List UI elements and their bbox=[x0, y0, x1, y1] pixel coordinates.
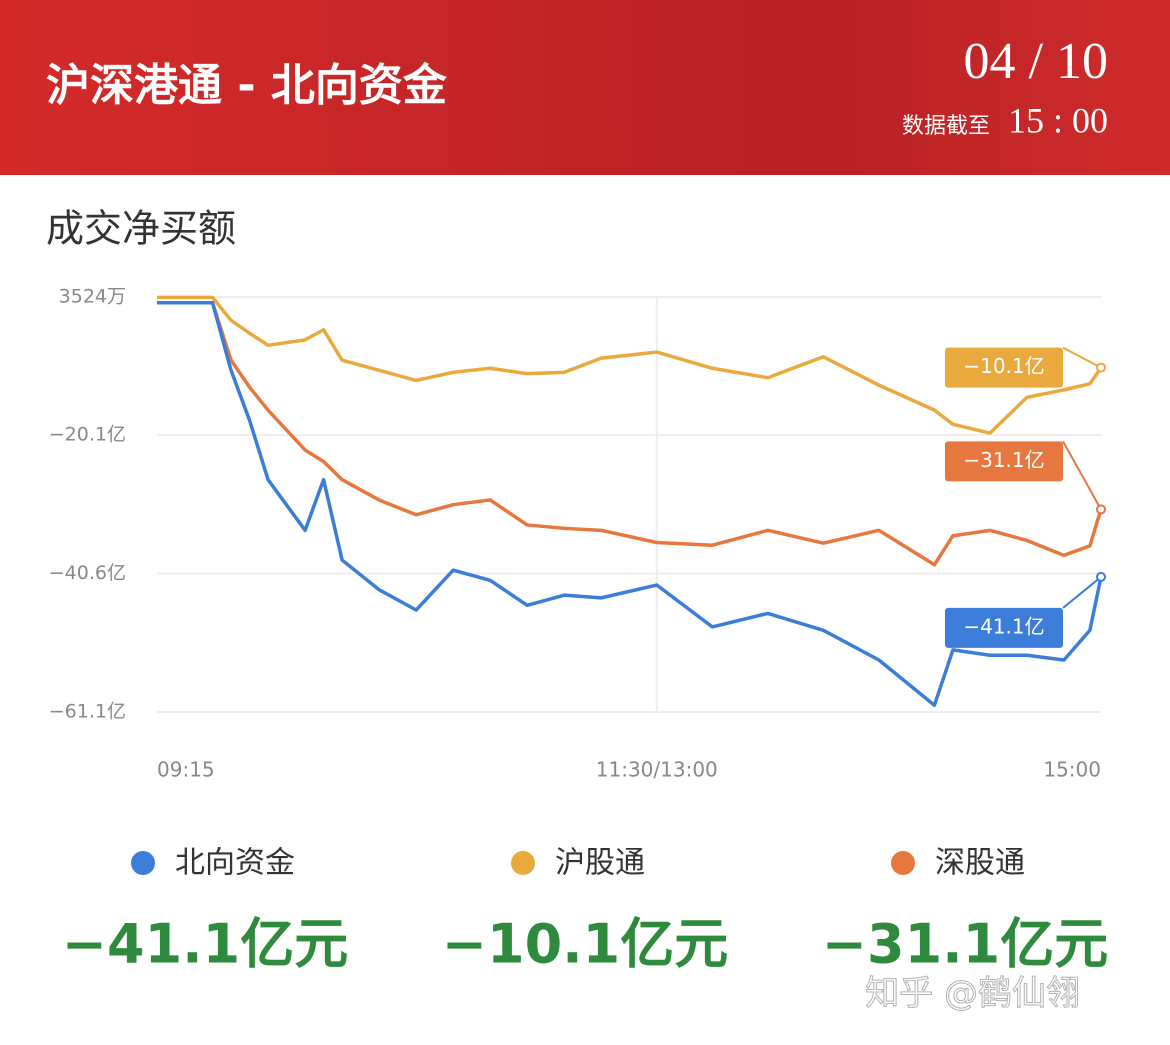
y-tick-label: −61.1亿 bbox=[49, 701, 126, 723]
summary-amount: −41.1亿元 bbox=[62, 913, 348, 976]
header-title: 沪深港通 - 北向资金 bbox=[46, 60, 448, 111]
end-point bbox=[1096, 504, 1106, 515]
legend-dot bbox=[511, 851, 535, 875]
legend-label: 北向资金 bbox=[175, 846, 295, 881]
x-tick-label: 09:15 bbox=[157, 758, 215, 782]
label-leader bbox=[1062, 440, 1102, 510]
series-line bbox=[157, 301, 1103, 707]
header-date: 04 / 10 bbox=[964, 33, 1108, 90]
value-label: −31.1亿 bbox=[963, 448, 1044, 472]
as-of-label: 数据截至 bbox=[902, 114, 990, 139]
plot: 3524万 −20.1亿 −40.6亿 −61.1亿 09:15 11:30/13:00 1… bbox=[49, 286, 1106, 782]
legend-dot bbox=[891, 851, 915, 875]
legend-dot bbox=[131, 851, 155, 875]
label-leader bbox=[1062, 346, 1102, 369]
label-leader bbox=[1062, 576, 1102, 609]
label-box bbox=[945, 607, 1063, 648]
label-box bbox=[945, 441, 1063, 482]
watermark: 知乎 @鹤仙翎 bbox=[865, 974, 1080, 1014]
end-point bbox=[1096, 571, 1106, 582]
as-of-time: 15 : 00 bbox=[1008, 100, 1108, 140]
end-point bbox=[1096, 362, 1106, 373]
x-tick-label: 11:30/13:00 bbox=[596, 758, 718, 782]
series-line bbox=[157, 301, 1103, 567]
value-label: −10.1亿 bbox=[963, 354, 1044, 378]
chart-title: 成交净买额 bbox=[46, 207, 236, 251]
y-tick-label: −40.6亿 bbox=[49, 562, 126, 584]
series-line bbox=[157, 295, 1103, 435]
y-tick-label: 3524万 bbox=[59, 286, 126, 308]
x-tick-label: 15:00 bbox=[1043, 758, 1101, 782]
summary-amount: −10.1亿元 bbox=[442, 913, 728, 976]
value-label: −41.1亿 bbox=[963, 614, 1044, 638]
legend-label: 沪股通 bbox=[555, 846, 645, 881]
label-box bbox=[945, 347, 1063, 388]
summary-amount: −31.1亿元 bbox=[822, 913, 1108, 976]
header-bar bbox=[0, 0, 1170, 175]
y-tick-label: −20.1亿 bbox=[49, 424, 126, 446]
legend-label: 深股通 bbox=[935, 846, 1025, 881]
